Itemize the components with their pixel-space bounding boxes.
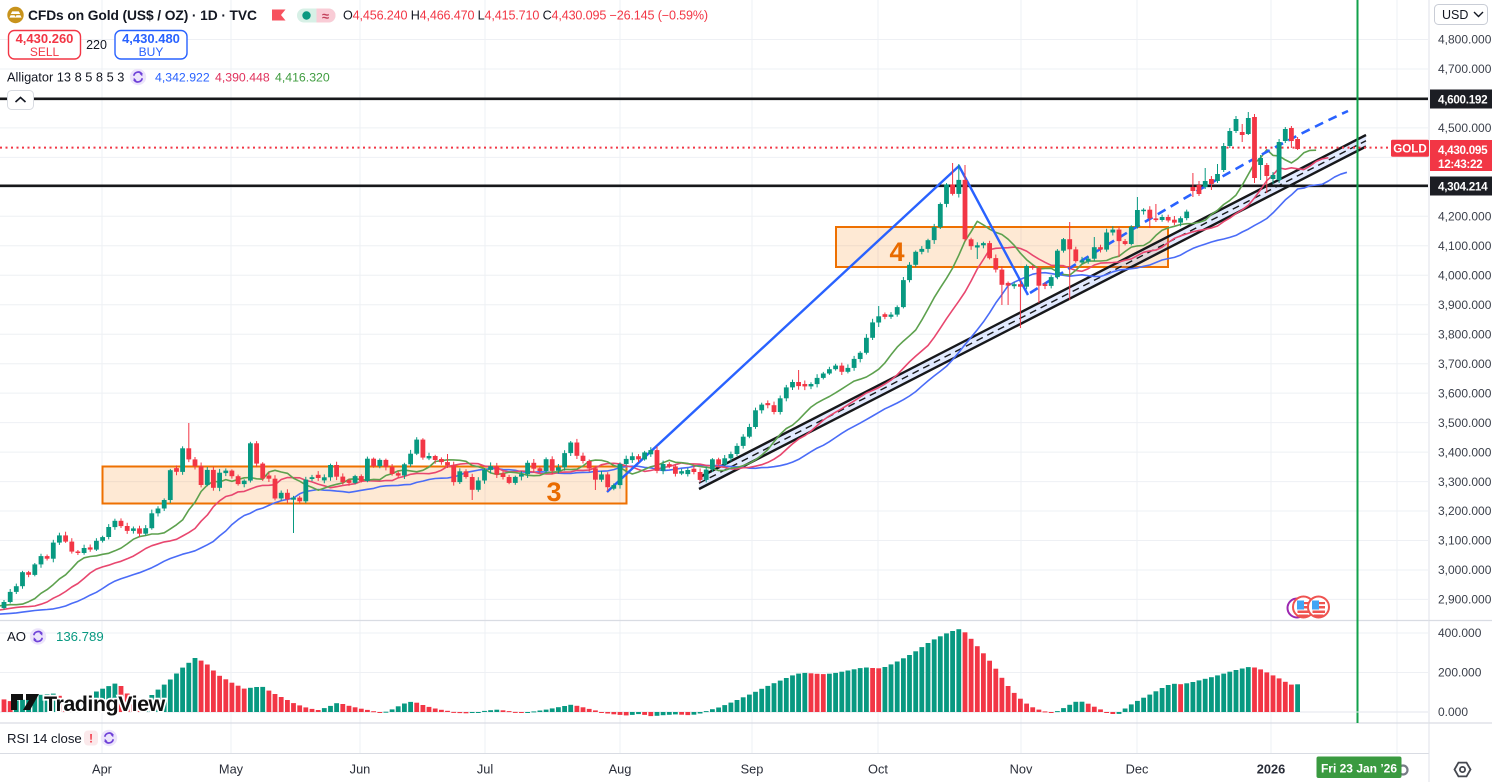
svg-text:Apr: Apr (92, 762, 113, 777)
svg-text:4,100.000: 4,100.000 (1438, 239, 1492, 253)
svg-text:4,342.922: 4,342.922 (155, 71, 210, 85)
svg-text:!: ! (89, 734, 93, 746)
svg-text:0.000: 0.000 (1438, 705, 1468, 719)
svg-text:Jul: Jul (477, 762, 493, 777)
svg-text:≈: ≈ (322, 9, 329, 24)
svg-text:2,900.000: 2,900.000 (1438, 593, 1492, 607)
svg-text:AO: AO (7, 629, 26, 644)
svg-text:4,000.000: 4,000.000 (1438, 269, 1492, 283)
svg-text:3,600.000: 3,600.000 (1438, 386, 1492, 400)
svg-text:136.789: 136.789 (56, 629, 104, 644)
svg-text:3: 3 (546, 477, 561, 507)
svg-text:GOLD: GOLD (1393, 142, 1427, 155)
svg-text:4,430.095: 4,430.095 (1438, 144, 1488, 157)
svg-text:Alligator 13 8 5 8 5 3: Alligator 13 8 5 8 5 3 (7, 70, 124, 85)
svg-text:4,800.000: 4,800.000 (1438, 33, 1492, 47)
svg-text:4,390.448: 4,390.448 (215, 71, 270, 85)
svg-text:May: May (219, 762, 244, 777)
svg-text:4,304.214: 4,304.214 (1438, 181, 1488, 194)
svg-text:4,200.000: 4,200.000 (1438, 210, 1492, 224)
svg-text:Jun: Jun (350, 762, 371, 777)
svg-text:3,700.000: 3,700.000 (1438, 357, 1492, 371)
svg-text:12:43:22: 12:43:22 (1438, 158, 1483, 171)
svg-text:4,416.320: 4,416.320 (275, 71, 330, 85)
svg-text:3,400.000: 3,400.000 (1438, 445, 1492, 459)
svg-text:3,000.000: 3,000.000 (1438, 563, 1492, 577)
svg-text:Sep: Sep (741, 762, 764, 777)
svg-text:SELL: SELL (30, 45, 60, 59)
svg-text:3,900.000: 3,900.000 (1438, 298, 1492, 312)
svg-text:RSI 14 close: RSI 14 close (7, 731, 82, 746)
svg-text:O4,456.240 H4,466.470 L4,415.7: O4,456.240 H4,466.470 L4,415.710 C4,430.… (343, 9, 708, 23)
svg-text:Dec: Dec (1126, 762, 1149, 777)
svg-text:4: 4 (889, 237, 904, 267)
svg-text:4,700.000: 4,700.000 (1438, 62, 1492, 76)
svg-text:4,600.192: 4,600.192 (1438, 94, 1488, 107)
svg-text:CFDs on Gold (US$ / OZ) · 1D ·: CFDs on Gold (US$ / OZ) · 1D · TVC (28, 8, 257, 23)
svg-text:3,300.000: 3,300.000 (1438, 475, 1492, 489)
svg-text:Nov: Nov (1010, 762, 1033, 777)
svg-text:Fri 23 Jan ’26: Fri 23 Jan ’26 (1321, 762, 1397, 776)
svg-text:2026: 2026 (1257, 762, 1285, 777)
svg-text:TradingView: TradingView (44, 692, 166, 716)
svg-text:3,800.000: 3,800.000 (1438, 327, 1492, 341)
svg-text:200.000: 200.000 (1438, 666, 1482, 680)
svg-text:BUY: BUY (139, 45, 164, 59)
svg-text:400.000: 400.000 (1438, 626, 1482, 640)
svg-text:3,500.000: 3,500.000 (1438, 416, 1492, 430)
svg-text:3,200.000: 3,200.000 (1438, 504, 1492, 518)
svg-text:Oct: Oct (868, 762, 888, 777)
svg-text:3,100.000: 3,100.000 (1438, 534, 1492, 548)
svg-text:USD: USD (1442, 8, 1468, 22)
svg-text:4,430.260: 4,430.260 (16, 31, 74, 46)
svg-text:4,430.480: 4,430.480 (122, 31, 180, 46)
svg-text:Aug: Aug (609, 762, 632, 777)
svg-text:4,500.000: 4,500.000 (1438, 121, 1492, 135)
svg-text:220: 220 (86, 38, 107, 52)
